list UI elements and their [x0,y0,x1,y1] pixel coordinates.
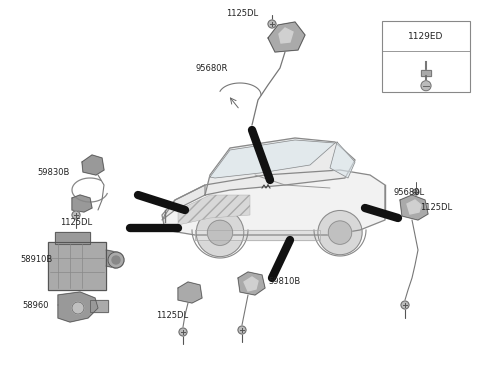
Polygon shape [205,138,355,195]
Circle shape [318,211,362,255]
Text: 1129ED: 1129ED [408,32,444,41]
Bar [421,70,431,76]
Polygon shape [279,28,293,43]
Circle shape [108,252,124,268]
Polygon shape [210,140,335,178]
Text: 1125DL: 1125DL [420,203,452,211]
Polygon shape [162,185,205,220]
Polygon shape [178,195,250,225]
Circle shape [401,301,409,309]
Text: 59830B: 59830B [37,167,70,176]
Circle shape [72,302,84,314]
Circle shape [179,328,187,336]
Text: 1125DL: 1125DL [226,8,258,17]
Circle shape [207,220,233,245]
Polygon shape [162,170,385,235]
Polygon shape [244,277,258,291]
Circle shape [196,209,244,256]
Circle shape [328,221,352,244]
Text: 58960: 58960 [22,301,48,310]
Circle shape [112,256,120,264]
Circle shape [421,81,431,91]
Bar [421,70,431,76]
Bar [48,242,106,290]
Circle shape [72,211,80,219]
Polygon shape [58,292,98,322]
Polygon shape [407,200,421,214]
Text: 59810B: 59810B [268,278,300,286]
Circle shape [238,326,246,334]
Bar [55,232,90,244]
Polygon shape [82,155,104,175]
Bar [382,21,470,92]
Bar [90,300,108,312]
Text: 1125DL: 1125DL [156,310,188,320]
Text: 95680R: 95680R [196,64,228,72]
Polygon shape [238,272,265,295]
Circle shape [413,189,419,195]
Text: 58910B: 58910B [20,256,52,264]
Polygon shape [400,195,428,220]
Polygon shape [330,142,355,178]
Polygon shape [72,195,92,212]
Bar [90,300,108,312]
Polygon shape [195,230,320,240]
Bar [48,242,106,290]
Text: 95680L: 95680L [393,187,424,196]
Bar [55,232,90,244]
Circle shape [268,20,276,28]
Text: 1125DL: 1125DL [60,218,92,226]
Polygon shape [106,250,116,268]
Polygon shape [178,282,202,303]
Polygon shape [268,22,305,52]
